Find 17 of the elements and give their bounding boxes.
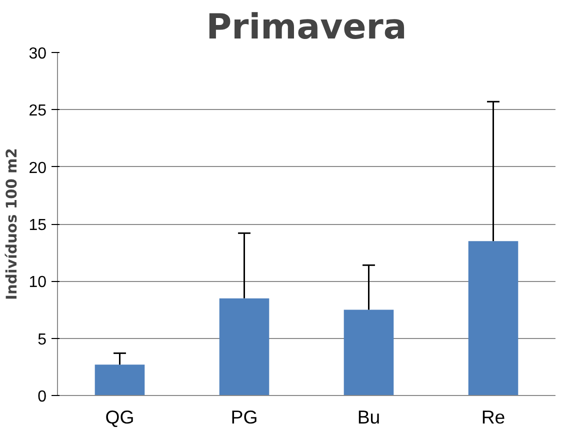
x-tick-label: PG [230, 406, 258, 428]
y-tick-label: 5 [38, 331, 47, 348]
y-axis-title: Indivíduos 100 m2 [4, 148, 21, 300]
y-tick-label: 10 [28, 274, 47, 292]
bar [219, 298, 270, 396]
y-tick-label: 30 [28, 46, 47, 62]
bar [344, 310, 394, 396]
x-tick-label: Bu [357, 406, 380, 428]
y-tick-label: 25 [28, 102, 47, 120]
x-tick-label: Re [481, 406, 506, 428]
y-tick-label: 20 [28, 160, 47, 177]
bar [94, 364, 145, 396]
x-tick-label: QG [105, 406, 134, 428]
bar [468, 241, 518, 396]
y-tick-label: 15 [28, 217, 47, 234]
y-tick-label: 0 [38, 388, 47, 406]
chart-title: Primavera [206, 8, 407, 48]
